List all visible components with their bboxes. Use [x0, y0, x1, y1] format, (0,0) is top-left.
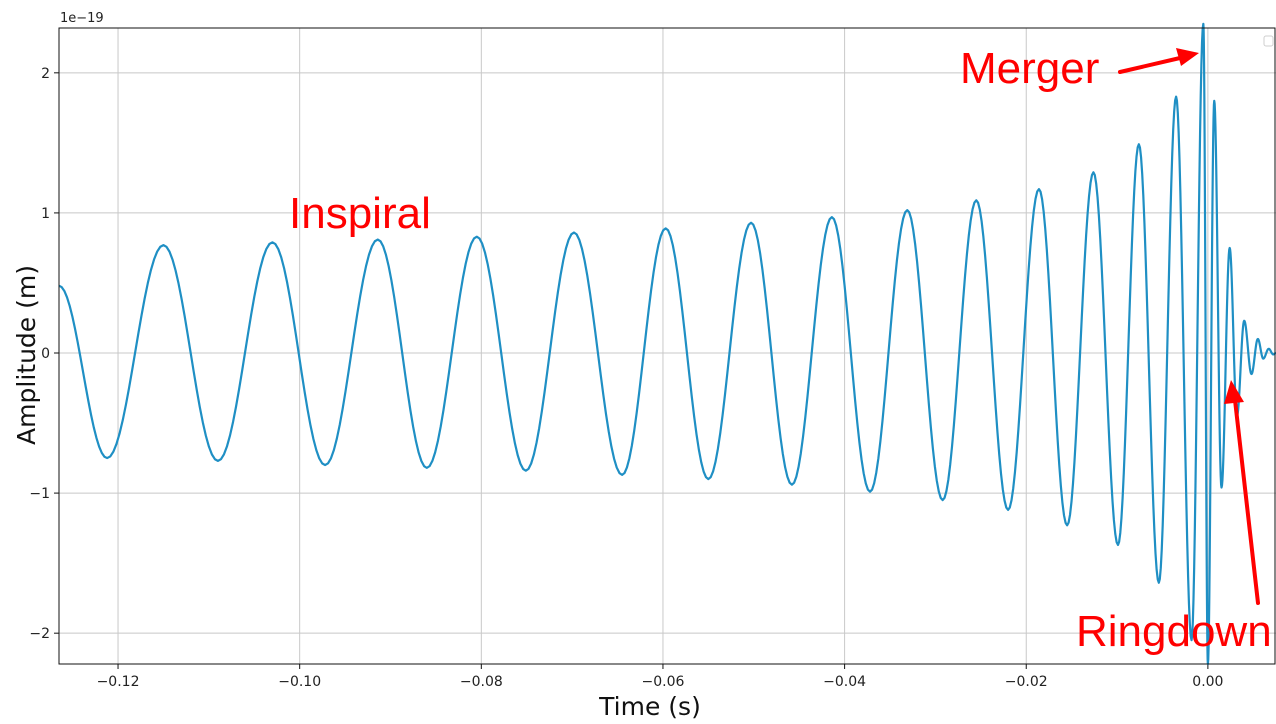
- x-gridlines: [117, 28, 1209, 664]
- x-tick-label: −0.04: [823, 674, 866, 690]
- y-gridlines: [59, 72, 1276, 634]
- legend-box: [1263, 35, 1274, 47]
- ringdown-arrow: [1224, 380, 1260, 605]
- merger-arrow: [1118, 48, 1199, 74]
- y-offset-label: 1e−19: [60, 11, 104, 26]
- merger-annotation: Merger: [960, 44, 1099, 93]
- x-tick-label: −0.06: [642, 674, 685, 690]
- y-tick-label: 2: [41, 66, 50, 82]
- y-tick-label: 1: [41, 206, 50, 222]
- x-tick-label: −0.10: [278, 674, 321, 690]
- x-tick-label: −0.12: [97, 674, 140, 690]
- y-axis-title: Amplitude (m): [12, 265, 41, 445]
- waveform-line: [58, 22, 1276, 666]
- x-tick-label: −0.02: [1005, 674, 1048, 690]
- y-tick-label: −1: [29, 486, 50, 502]
- x-ticks: −0.12 −0.10 −0.08 −0.06 −0.04 −0.02 0.00: [97, 664, 1223, 690]
- y-tick-label: 0: [41, 346, 50, 362]
- x-tick-label: −0.08: [460, 674, 503, 690]
- axes-frame: [58, 27, 1276, 665]
- x-axis-title: Time (s): [598, 692, 701, 721]
- ringdown-annotation: Ringdown: [1076, 607, 1272, 656]
- inspiral-annotation: Inspiral: [289, 189, 431, 238]
- y-tick-label: −2: [29, 626, 50, 642]
- x-tick-label: 0.00: [1192, 674, 1223, 690]
- y-ticks: −2 −1 0 1 2: [29, 66, 59, 642]
